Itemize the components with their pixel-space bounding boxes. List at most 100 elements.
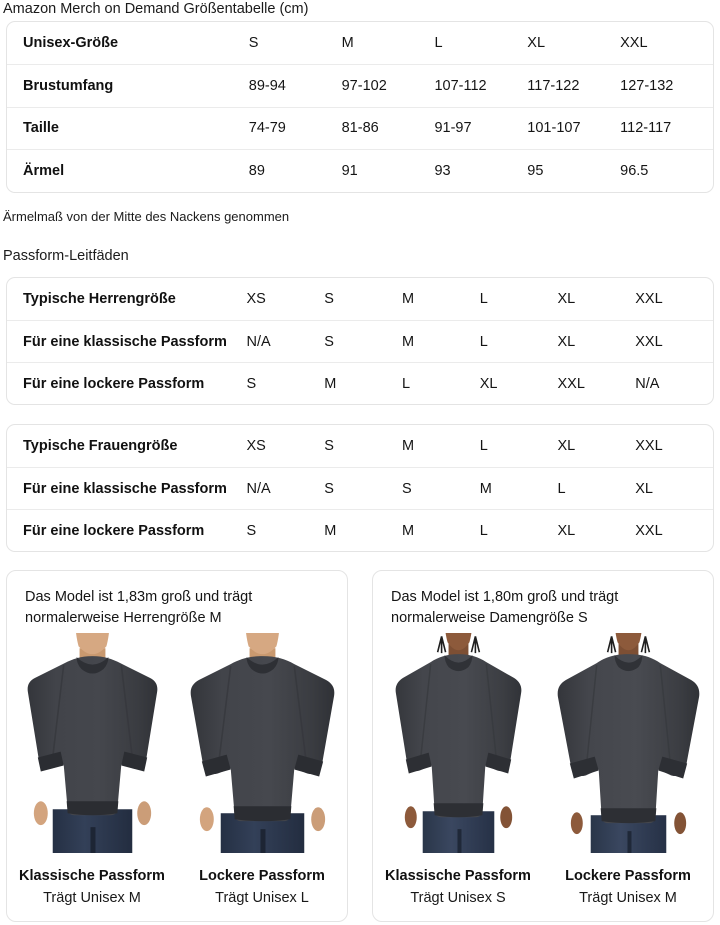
men-column-header-xxl: XXL — [635, 291, 663, 307]
column-header-m: M — [341, 35, 354, 52]
unisex-size-table: Unisex-Größe S M L XL XXL Brustumfang 89… — [6, 21, 714, 193]
waist-l: 91-97 — [434, 120, 472, 137]
women-classic-xl: L — [557, 480, 566, 497]
sleeve-measurement-note: Ärmelmaß von der Mitte des Nackens genom… — [3, 209, 290, 224]
table-row: Taille 74-79 81-86 91-97 101-107 112-117 — [7, 106, 713, 149]
sleeve-l: 93 — [434, 162, 451, 179]
sleeve-s: 89 — [248, 162, 265, 179]
column-header-xxl: XXL — [620, 35, 648, 52]
women-loose-l: L — [479, 522, 488, 539]
men-classic-xxl: XXL — [635, 333, 663, 350]
men-classic-m: M — [402, 333, 415, 350]
chest-m: 97-102 — [341, 78, 387, 95]
sleeve-m: 91 — [341, 162, 358, 179]
male-classic-fit-figure — [7, 633, 177, 853]
men-loose-xs: S — [246, 375, 257, 392]
table-row: Brustumfang 89-94 97-102 107-112 117-122… — [7, 64, 713, 106]
mens-fit-guide-table: Typische Herrengröße XS S M L XL XXL Für… — [6, 277, 714, 405]
women-classic-xxl: XL — [635, 480, 654, 497]
table-header-row: Typische Frauengröße XS S M L XL XXL — [7, 425, 713, 467]
men-row-label-classic-fit: Für eine klassische Passform — [23, 333, 227, 350]
table-row: Für eine klassische Passform N/A S M L X… — [7, 320, 713, 362]
women-loose-xs: S — [246, 522, 257, 539]
column-header-s: S — [248, 35, 259, 52]
waist-s: 74-79 — [248, 120, 286, 137]
table-row: Ärmel 89 91 93 95 96.5 — [7, 149, 713, 191]
female-fit-labels: Klassische Passform Trägt Unisex S Locke… — [373, 866, 713, 909]
women-column-header-xxl: XXL — [635, 438, 663, 454]
men-loose-s: M — [324, 375, 337, 392]
male-classic-fit-wears: Trägt Unisex M — [43, 890, 141, 906]
female-sweatshirt-classic-illustration — [395, 633, 522, 853]
womens-size-header-label: Typische Frauengröße — [23, 438, 178, 454]
womens-fit-guide-table: Typische Frauengröße XS S M L XL XXL Für… — [6, 424, 714, 552]
women-row-label-classic-fit: Für eine klassische Passform — [23, 480, 227, 497]
waist-xl: 101-107 — [527, 120, 581, 137]
fit-guides-heading: Passform-Leitfäden — [3, 248, 129, 264]
page-title: Amazon Merch on Demand Größentabelle (cm… — [3, 1, 309, 17]
men-loose-m: L — [402, 375, 411, 392]
women-classic-s: S — [324, 480, 334, 497]
chest-xxl: 127-132 — [620, 78, 674, 95]
women-column-header-s: S — [324, 438, 334, 454]
men-classic-xl: XL — [557, 333, 576, 350]
row-label-chest: Brustumfang — [23, 78, 114, 95]
women-column-header-m: M — [402, 438, 415, 454]
waist-m: 81-86 — [341, 120, 379, 137]
women-column-header-xs: XS — [246, 438, 266, 454]
table-row: Für eine klassische Passform N/A S S M L… — [7, 467, 713, 509]
women-classic-l: M — [479, 480, 492, 497]
table-header-row: Typische Herrengröße XS S M L XL XXL — [7, 278, 713, 320]
column-header-xl: XL — [527, 35, 546, 52]
women-row-label-loose-fit: Für eine lockere Passform — [23, 522, 205, 539]
men-row-label-loose-fit: Für eine lockere Passform — [23, 375, 205, 392]
women-column-header-l: L — [479, 438, 488, 454]
female-model-panel: Das Model ist 1,80m groß und trägt norma… — [372, 570, 714, 922]
table-row: Für eine lockere Passform S M L XL XXL N… — [7, 362, 713, 404]
column-header-l: L — [434, 35, 443, 52]
female-loose-fit-label-group: Lockere Passform Trägt Unisex M — [543, 866, 713, 909]
female-loose-fit-figure — [543, 633, 713, 853]
male-model-figures — [7, 633, 347, 853]
female-loose-fit-name: Lockere Passform — [565, 868, 691, 884]
female-classic-fit-wears: Trägt Unisex S — [410, 890, 506, 906]
women-loose-xl: XL — [557, 522, 576, 539]
male-classic-fit-name: Klassische Passform — [19, 868, 165, 884]
men-classic-s: S — [324, 333, 334, 350]
men-classic-l: L — [479, 333, 488, 350]
waist-xxl: 112-117 — [620, 120, 672, 137]
table-row: Für eine lockere Passform S M M L XL XXL — [7, 509, 713, 551]
women-classic-xs: N/A — [246, 480, 271, 497]
female-classic-fit-name: Klassische Passform — [385, 868, 531, 884]
female-loose-fit-wears: Trägt Unisex M — [579, 890, 677, 906]
women-classic-m: S — [402, 480, 412, 497]
row-label-sleeve: Ärmel — [23, 162, 65, 179]
sleeve-xxl: 96.5 — [620, 162, 649, 179]
male-sweatshirt-loose-illustration — [190, 633, 335, 853]
women-loose-m: M — [402, 522, 415, 539]
chest-xl: 117-122 — [527, 78, 580, 95]
female-sweatshirt-loose-illustration — [557, 633, 700, 853]
male-sweatshirt-classic-illustration — [27, 633, 158, 853]
female-model-caption: Das Model ist 1,80m groß und trägt norma… — [391, 589, 619, 626]
female-classic-fit-figure — [373, 633, 543, 853]
men-loose-xl: XXL — [557, 375, 585, 392]
male-model-panel: Das Model ist 1,83m groß und trägt norma… — [6, 570, 348, 922]
sleeve-xl: 95 — [527, 162, 544, 179]
unisex-size-header-label: Unisex-Größe — [23, 35, 119, 52]
men-column-header-xs: XS — [246, 291, 266, 307]
male-loose-fit-wears: Trägt Unisex L — [215, 890, 309, 906]
women-column-header-xl: XL — [557, 438, 576, 454]
women-loose-s: M — [324, 522, 337, 539]
male-loose-fit-label-group: Lockere Passform Trägt Unisex L — [177, 866, 347, 909]
male-classic-fit-label-group: Klassische Passform Trägt Unisex M — [7, 866, 177, 909]
chest-s: 89-94 — [248, 78, 286, 95]
men-classic-xs: N/A — [246, 333, 271, 350]
table-header-row: Unisex-Größe S M L XL XXL — [7, 22, 713, 64]
mens-size-header-label: Typische Herrengröße — [23, 291, 176, 307]
female-classic-fit-label-group: Klassische Passform Trägt Unisex S — [373, 866, 543, 909]
row-label-waist: Taille — [23, 120, 59, 137]
chest-l: 107-112 — [434, 78, 487, 95]
male-fit-labels: Klassische Passform Trägt Unisex M Locke… — [7, 866, 347, 909]
men-column-header-m: M — [402, 291, 415, 307]
